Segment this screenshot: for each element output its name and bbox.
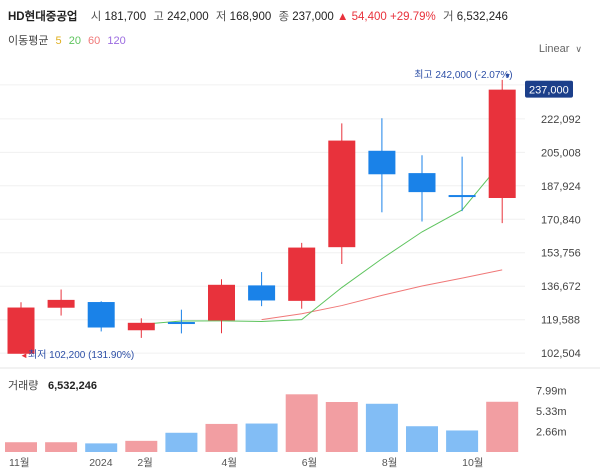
change-value: 54,400 — [351, 11, 387, 23]
price-tick-label: 136,672 — [541, 281, 581, 293]
ma-legend-title: 이동평균 — [8, 35, 49, 47]
candle-body — [47, 299, 75, 308]
candle-body — [167, 322, 195, 325]
ma120-label[interactable]: 120 — [107, 35, 126, 47]
high-annotation: 최고 242,000 (-2.07%) — [414, 69, 512, 81]
volume-bar — [285, 394, 318, 452]
price-tick-label: 119,588 — [541, 315, 580, 327]
stock-name: HD현대중공업 — [8, 11, 78, 23]
candle-body — [208, 284, 235, 321]
candle-body — [127, 322, 155, 331]
high-marker-icon: ▼ — [504, 73, 511, 80]
ma5-label[interactable]: 5 — [55, 35, 62, 47]
ma20-label[interactable]: 20 — [68, 35, 81, 47]
close-value: 237,000 — [292, 11, 334, 23]
volume-bar — [365, 403, 398, 452]
volume-bar — [446, 430, 479, 452]
volume-tick-label: 5.33m — [536, 406, 567, 418]
candle-body — [248, 285, 276, 301]
candle-body — [7, 307, 35, 354]
low-marker-icon: ◄ — [20, 351, 28, 360]
high-value: 242,000 — [167, 11, 209, 23]
high-label: 고 — [153, 11, 164, 23]
ma60-label[interactable]: 60 — [88, 35, 101, 47]
volume-title: 거래량 — [8, 379, 38, 392]
price-tick-label: 102,504 — [541, 348, 581, 360]
change-arrow-icon: ▲ — [337, 11, 349, 23]
candle-body — [368, 150, 396, 175]
price-tick-label: 153,756 — [541, 248, 581, 260]
candle-body — [488, 89, 516, 198]
candle-body — [288, 247, 316, 301]
ma20-line — [141, 161, 503, 325]
low-annotation: 최저 102,200 (131.90%) — [28, 349, 134, 361]
chevron-down-icon: ∨ — [575, 44, 582, 54]
open-value: 181,700 — [104, 11, 147, 23]
candle-body — [328, 140, 356, 248]
x-axis-label: 2월 — [137, 457, 153, 469]
price-tick-label: 205,008 — [541, 147, 581, 159]
x-axis-label: 2024 — [89, 457, 113, 469]
volume-bar — [85, 443, 118, 452]
x-axis-label: 4월 — [222, 457, 238, 469]
price-tick-label: 170,840 — [541, 214, 581, 226]
volume-tick-label: 7.99m — [536, 386, 567, 398]
volume-bar — [125, 440, 158, 452]
x-axis-label: 6월 — [302, 457, 318, 469]
x-axis-label: 10월 — [462, 457, 483, 469]
change-percent: +29.79% — [390, 11, 436, 23]
volume-label: 거 — [442, 11, 454, 23]
volume-bar — [5, 442, 37, 452]
volume-value: 6,532,246 — [456, 11, 508, 23]
low-label: 저 — [215, 11, 227, 23]
volume-bar — [165, 432, 198, 452]
scale-label: Linear — [538, 43, 570, 55]
volume-bar — [486, 401, 519, 452]
price-tick-label: 187,924 — [541, 181, 581, 193]
ma60-line — [261, 269, 503, 321]
moving-average-legend[interactable]: 이동평균 5 20 60 120 — [8, 32, 130, 48]
scale-dropdown[interactable]: Linear ∨ — [539, 43, 582, 55]
current-price-label: 237,000 — [529, 85, 569, 97]
low-value: 168,900 — [229, 11, 272, 23]
volume-tick-label: 2.66m — [536, 427, 567, 439]
price-tick-label: 222,092 — [541, 114, 581, 126]
price-summary: HD현대중공업 시 181,700 고 242,000 저 168,900 종 … — [8, 8, 508, 24]
current-price-tag: 237,000 — [525, 80, 573, 98]
price-tag-mask — [525, 71, 573, 81]
volume-bar — [45, 442, 78, 452]
current-price-badge — [525, 80, 573, 98]
volume-bar — [406, 426, 438, 452]
candle-body — [87, 302, 115, 328]
volume-bar — [325, 402, 358, 452]
volume-title-value: 6,532,246 — [48, 380, 97, 392]
candle-body — [408, 173, 436, 193]
x-axis-label: 11월 — [9, 457, 30, 469]
open-label: 시 — [90, 11, 102, 23]
x-axis-label: 8월 — [382, 457, 398, 469]
candle-body — [448, 195, 476, 198]
close-label: 종 — [278, 11, 290, 23]
volume-bar — [245, 423, 278, 452]
volume-bar — [205, 423, 238, 452]
